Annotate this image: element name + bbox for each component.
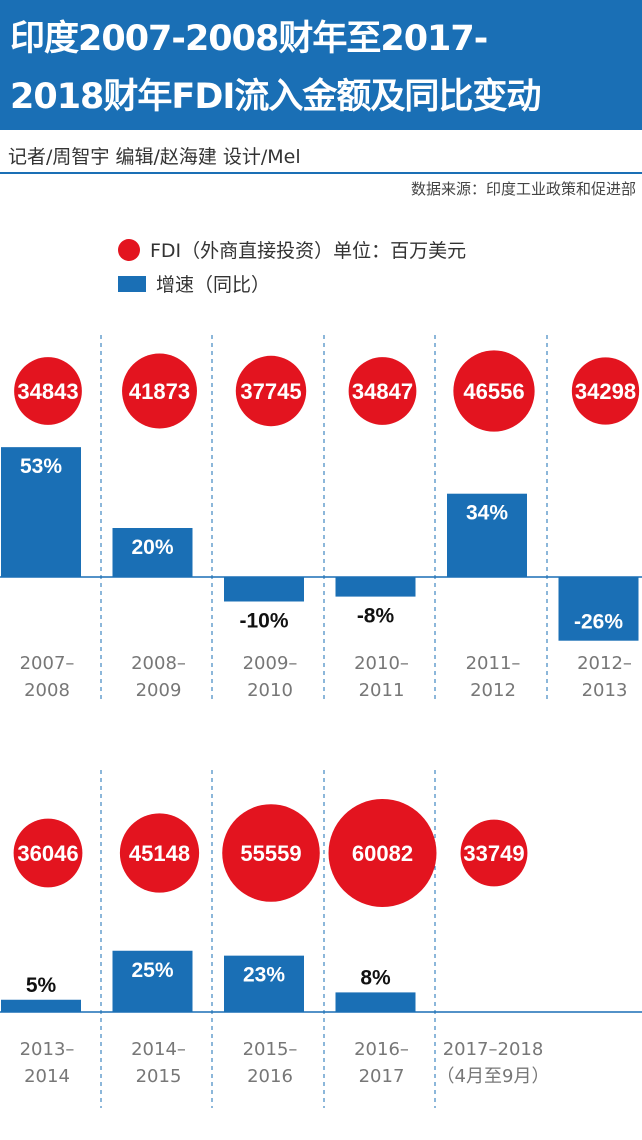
fdi-value-label: 55559: [240, 841, 301, 866]
fdi-circle: [235, 355, 307, 427]
growth-bar: [447, 493, 527, 577]
fdi-circle: [571, 357, 640, 425]
year-label: 2015– 2016: [243, 1039, 298, 1087]
growth-value-label: 23%: [243, 964, 285, 987]
year-label-line: 2010: [247, 680, 293, 701]
legend-fdi-label: FDI（外商直接投资）单位：百万美元: [150, 240, 467, 262]
fdi-value-label: 37745: [240, 379, 301, 404]
year-label-line: 2012: [470, 680, 516, 701]
title-line-1: 印度2007-2008财年至2017-: [10, 19, 488, 59]
growth-bar: [335, 992, 416, 1012]
year-label-line: 2008: [24, 680, 70, 701]
year-label-line: 2011–: [466, 653, 521, 674]
fdi-circle: [14, 357, 82, 425]
fdi-circle: [453, 350, 535, 432]
growth-value-label: -10%: [239, 610, 288, 633]
year-label: 2011– 2012: [466, 653, 521, 701]
legend-growth-label: 增速（同比）: [156, 274, 271, 296]
year-label-line: 2015–: [243, 1039, 298, 1060]
growth-bar: [224, 577, 304, 602]
year-label-line: 2012–: [577, 653, 632, 674]
year-label-line: 2017: [359, 1066, 405, 1087]
growth-value-label: 53%: [20, 455, 62, 478]
blue-bar-icon: [118, 275, 146, 292]
growth-bar: [335, 577, 416, 597]
growth-bar: [558, 577, 639, 641]
fdi-circle: [122, 353, 197, 429]
year-label-line: 2014–: [131, 1039, 186, 1060]
year-label: 2016– 2017: [354, 1039, 409, 1087]
year-label-line: 2011: [359, 680, 405, 701]
fdi-circle: [328, 799, 437, 907]
growth-value-label: -26%: [574, 611, 623, 634]
year-label: 2013– 2014: [20, 1039, 75, 1087]
data-source: 数据来源：印度工业政策和促进部: [410, 180, 636, 198]
growth-value-label: 34%: [466, 502, 508, 525]
year-label-line: 2014: [24, 1066, 70, 1087]
fdi-value-label: 41873: [129, 379, 190, 404]
fdi-value-label: 60082: [352, 841, 413, 866]
growth-value-label: 25%: [131, 959, 173, 982]
growth-value-label: -8%: [357, 605, 395, 628]
growth-bar: [1, 999, 81, 1012]
fdi-value-label: 45148: [129, 841, 190, 866]
title-line-2: 2018财年FDI流入金额及同比变动: [10, 77, 541, 117]
year-label: 2009– 2010: [243, 653, 298, 701]
fdi-value-label: 33749: [463, 841, 524, 866]
red-circle-icon: [118, 238, 140, 261]
legend-growth: 增速（同比）: [118, 270, 270, 297]
year-label-line: 2013: [582, 680, 628, 701]
year-label: 2010– 2011: [354, 653, 409, 701]
fdi-circle: [222, 804, 320, 902]
growth-bar: [1, 447, 81, 577]
growth-value-label: 20%: [131, 536, 173, 559]
year-label-line: 2016–: [354, 1039, 409, 1060]
year-label-line: 2007–: [20, 653, 75, 674]
year-label-line: 2017–2018: [443, 1039, 544, 1060]
year-label-line: （4月至9月）: [437, 1066, 550, 1087]
year-label: 2017–2018 （4月至9月）: [437, 1039, 550, 1087]
year-label-line: 2013–: [20, 1039, 75, 1060]
divider: [0, 172, 642, 174]
year-label: 2008– 2009: [131, 653, 186, 701]
fdi-value-label: 36046: [17, 841, 78, 866]
credits: 记者/周智宇 编辑/赵海建 设计/Mel: [8, 146, 301, 168]
fdi-circle: [13, 818, 83, 888]
fdi-value-label: 34843: [17, 379, 78, 404]
year-label-line: 2009–: [243, 653, 298, 674]
growth-bar: [112, 950, 193, 1012]
growth-value-label: 8%: [360, 966, 391, 989]
title-banner: 印度2007-2008财年至2017- 2018财年FDI流入金额及同比变动: [0, 0, 642, 130]
fdi-value-label: 34298: [575, 379, 636, 404]
fdi-circle: [460, 819, 528, 887]
year-label-line: 2010–: [354, 653, 409, 674]
year-label-line: 2015: [136, 1066, 182, 1087]
year-label: 2012– 2013: [577, 653, 632, 701]
growth-bar: [224, 955, 304, 1012]
fdi-value-label: 46556: [463, 379, 524, 404]
growth-value-label: 5%: [26, 974, 57, 997]
year-label-line: 2008–: [131, 653, 186, 674]
year-label-line: 2016: [247, 1066, 293, 1087]
growth-bar: [112, 528, 193, 577]
fdi-value-label: 34847: [352, 379, 413, 404]
fdi-circle: [348, 357, 417, 425]
year-label: 2007– 2008: [20, 653, 75, 701]
legend-fdi: FDI（外商直接投资）单位：百万美元: [118, 236, 466, 263]
year-label-line: 2009: [136, 680, 182, 701]
year-label: 2014– 2015: [131, 1039, 186, 1087]
fdi-circle: [119, 813, 200, 893]
